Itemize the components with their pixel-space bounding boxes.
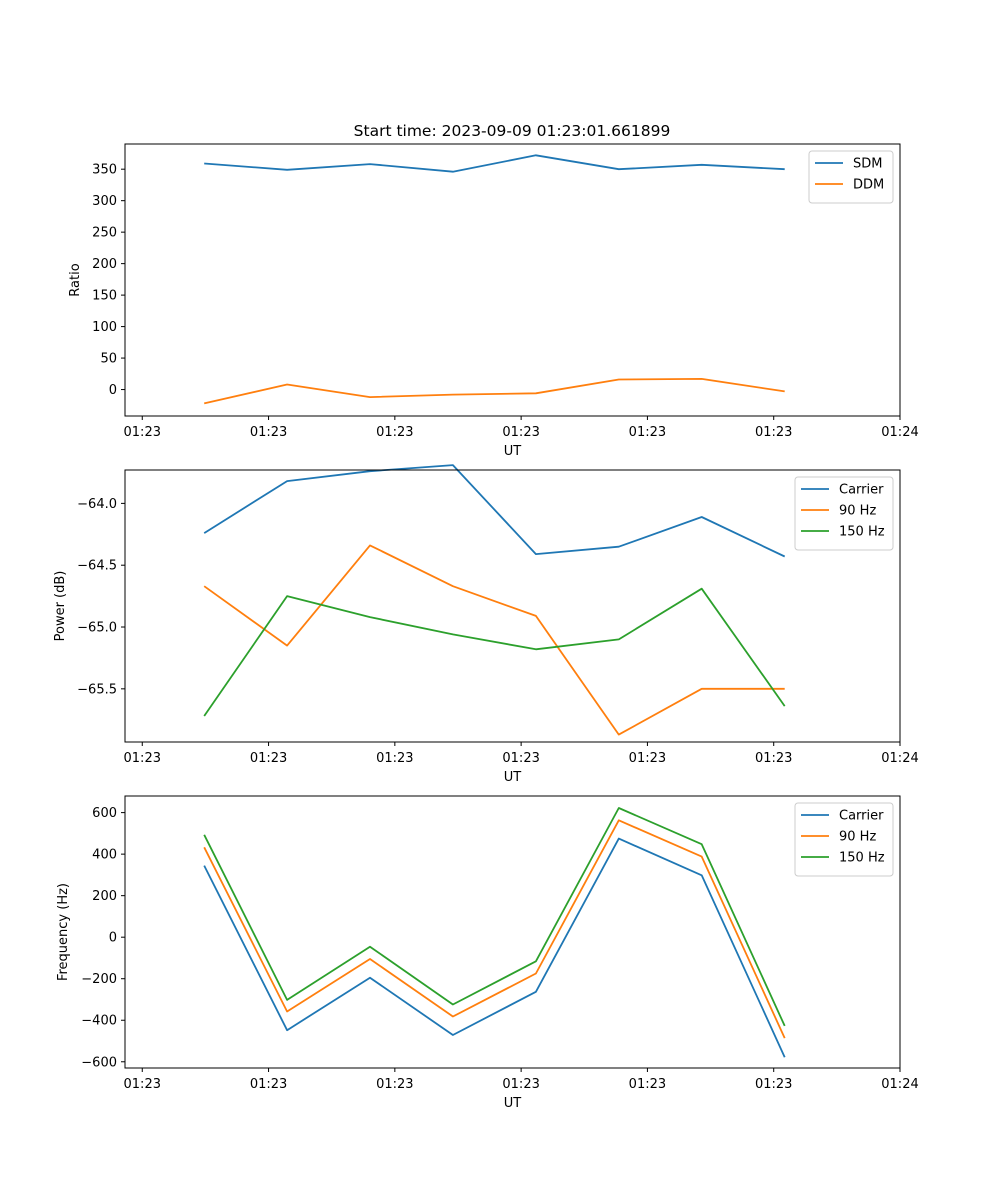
frequency-x-tick-label: 01:23 <box>502 1077 539 1092</box>
frequency-y-tick-label: 0 <box>109 931 117 946</box>
ratio-x-tick-label: 01:24 <box>881 425 918 440</box>
power-y-tick-label: −64.5 <box>77 559 117 574</box>
ratio-x-tick-label: 01:23 <box>250 425 287 440</box>
power-x-tick-label: 01:23 <box>124 751 161 766</box>
power-y-tick-label: −64.0 <box>77 497 117 512</box>
ratio-y-tick-label: 150 <box>92 289 117 304</box>
ratio-legend: SDM DDM <box>808 150 894 204</box>
frequency-y-tick-label: −400 <box>81 1014 117 1029</box>
ratio-y-tick-label: 250 <box>92 226 117 241</box>
frequency-x-tick-label: 01:23 <box>376 1077 413 1092</box>
ratio-series-sdm-line <box>204 154 785 173</box>
frequency-x-tick-label: 01:23 <box>755 1077 792 1092</box>
power-y-tick-label: −65.0 <box>77 621 117 636</box>
frequency-x-tick-label: 01:24 <box>881 1077 918 1092</box>
ratio-axes-frame <box>124 143 901 417</box>
frequency-y-tick-label: −600 <box>81 1055 117 1070</box>
power-x-axis-label: UT <box>504 770 522 785</box>
frequency-legend: Carrier 90 Hz 150 Hz <box>794 802 894 877</box>
ratio-legend-label-ddm: DDM <box>853 178 884 193</box>
ratio-y-tick-label: 200 <box>92 257 117 272</box>
power-legend-label-150-hz: 150 Hz <box>839 525 885 540</box>
frequency-legend-label-150-hz: 150 Hz <box>839 851 885 866</box>
power-x-tick-label: 01:23 <box>250 751 287 766</box>
ratio-legend-label-sdm: SDM <box>853 157 882 172</box>
frequency-y-tick-label: −200 <box>81 972 117 987</box>
ratio-y-tick-label: 50 <box>100 352 117 367</box>
frequency-x-axis-label: UT <box>504 1096 522 1111</box>
power-x-tick-label: 01:23 <box>629 751 666 766</box>
frequency-legend-label-90-hz: 90 Hz <box>839 830 876 845</box>
frequency-y-axis-label: Frequency (Hz) <box>56 883 71 981</box>
frequency-x-tick-label: 01:23 <box>629 1077 666 1092</box>
power-x-tick-label: 01:24 <box>881 751 918 766</box>
ratio-y-tick-label: 300 <box>92 194 117 209</box>
frequency-y-tick-label: 400 <box>92 848 117 863</box>
frequency-legend-label-carrier: Carrier <box>839 809 884 824</box>
ratio-x-tick-label: 01:23 <box>755 425 792 440</box>
ratio-y-tick-label: 100 <box>92 320 117 335</box>
frequency-series-90-hz-line <box>203 819 786 1039</box>
power-y-axis-label: Power (dB) <box>53 571 68 642</box>
power-panel: 01:23 01:23 01:23 01:23 01:23 01:23 01:24 −65.5… <box>53 464 919 785</box>
frequency-series-150-hz-line <box>203 807 786 1027</box>
ratio-x-axis-label: UT <box>504 444 522 459</box>
frequency-x-tick-label: 01:23 <box>124 1077 161 1092</box>
ratio-y-tick-label: 350 <box>92 163 117 178</box>
frequency-axes-frame <box>124 795 901 1069</box>
frequency-y-tick-label: 600 <box>92 806 117 821</box>
power-legend-label-90-hz: 90 Hz <box>839 504 876 519</box>
ratio-x-tick-label: 01:23 <box>376 425 413 440</box>
ratio-series-ddm-line <box>203 377 785 405</box>
power-x-tick-label: 01:23 <box>502 751 539 766</box>
figure-title: Start time: 2023-09-09 01:23:01.661899 <box>354 122 671 140</box>
frequency-panel: 01:23 01:23 01:23 01:23 01:23 01:23 01:24 −600 −… <box>56 795 919 1111</box>
ratio-x-tick-label: 01:23 <box>629 425 666 440</box>
frequency-series-carrier-line <box>203 837 786 1058</box>
frequency-x-tick-label: 01:23 <box>250 1077 287 1092</box>
power-x-tick-label: 01:23 <box>376 751 413 766</box>
power-series-carrier-line <box>203 464 786 558</box>
ratio-y-tick-label: 0 <box>109 383 117 398</box>
power-axes-frame <box>124 469 901 743</box>
ratio-legend-frame <box>808 150 894 204</box>
power-legend: Carrier 90 Hz 150 Hz <box>794 476 894 551</box>
ratio-panel: 01:23 01:23 01:23 01:23 01:23 01:23 01:24 0 50 10… <box>68 143 919 459</box>
power-y-tick-label: −65.5 <box>77 682 117 697</box>
power-legend-label-carrier: Carrier <box>839 483 884 498</box>
ratio-x-tick-label: 01:23 <box>124 425 161 440</box>
ratio-x-tick-label: 01:23 <box>502 425 539 440</box>
power-series-90-hz-line <box>203 544 785 736</box>
ratio-y-axis-label: Ratio <box>68 263 83 296</box>
power-series-150-hz-line <box>203 587 786 717</box>
power-x-tick-label: 01:23 <box>755 751 792 766</box>
frequency-y-tick-label: 200 <box>92 889 117 904</box>
